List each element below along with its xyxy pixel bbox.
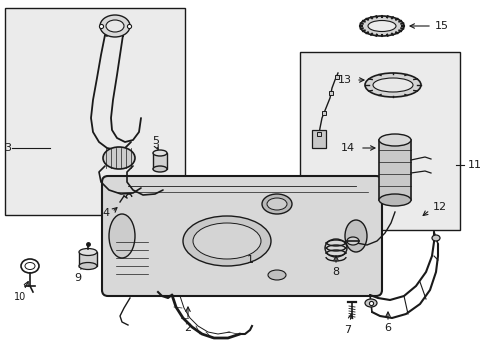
Ellipse shape — [266, 198, 286, 210]
Text: 5: 5 — [152, 136, 159, 146]
FancyBboxPatch shape — [102, 176, 381, 296]
Ellipse shape — [364, 299, 376, 307]
Text: 10: 10 — [14, 292, 26, 302]
Ellipse shape — [79, 262, 97, 270]
Ellipse shape — [378, 194, 410, 206]
Text: 13: 13 — [337, 75, 351, 85]
Text: 14: 14 — [340, 143, 354, 153]
Ellipse shape — [153, 166, 167, 172]
Ellipse shape — [183, 216, 270, 266]
Ellipse shape — [364, 73, 420, 97]
Text: 4: 4 — [102, 208, 109, 218]
Text: 12: 12 — [432, 202, 446, 212]
Text: 3: 3 — [4, 143, 12, 153]
Text: 2: 2 — [184, 323, 191, 333]
Ellipse shape — [359, 16, 403, 36]
Bar — [79, 252, 97, 266]
Text: 9: 9 — [74, 273, 81, 283]
Text: 11: 11 — [467, 160, 481, 170]
Ellipse shape — [378, 134, 410, 146]
Ellipse shape — [262, 194, 291, 214]
Ellipse shape — [106, 20, 124, 32]
Ellipse shape — [153, 150, 167, 156]
Ellipse shape — [100, 15, 130, 37]
Bar — [153, 153, 167, 169]
Ellipse shape — [103, 147, 135, 169]
Ellipse shape — [367, 21, 395, 32]
Ellipse shape — [372, 78, 412, 92]
Text: 6: 6 — [384, 323, 391, 333]
Ellipse shape — [346, 237, 358, 245]
Text: 15: 15 — [434, 21, 448, 31]
Bar — [5, 8, 184, 215]
Bar — [299, 52, 459, 230]
Ellipse shape — [431, 235, 439, 241]
Text: 7: 7 — [344, 325, 351, 335]
Ellipse shape — [345, 220, 366, 252]
Ellipse shape — [267, 270, 285, 280]
Bar — [311, 130, 325, 148]
Bar — [378, 140, 410, 200]
Ellipse shape — [109, 214, 135, 258]
Ellipse shape — [79, 248, 97, 256]
Ellipse shape — [193, 223, 261, 259]
Text: 8: 8 — [332, 267, 339, 277]
Text: 1: 1 — [246, 255, 253, 265]
